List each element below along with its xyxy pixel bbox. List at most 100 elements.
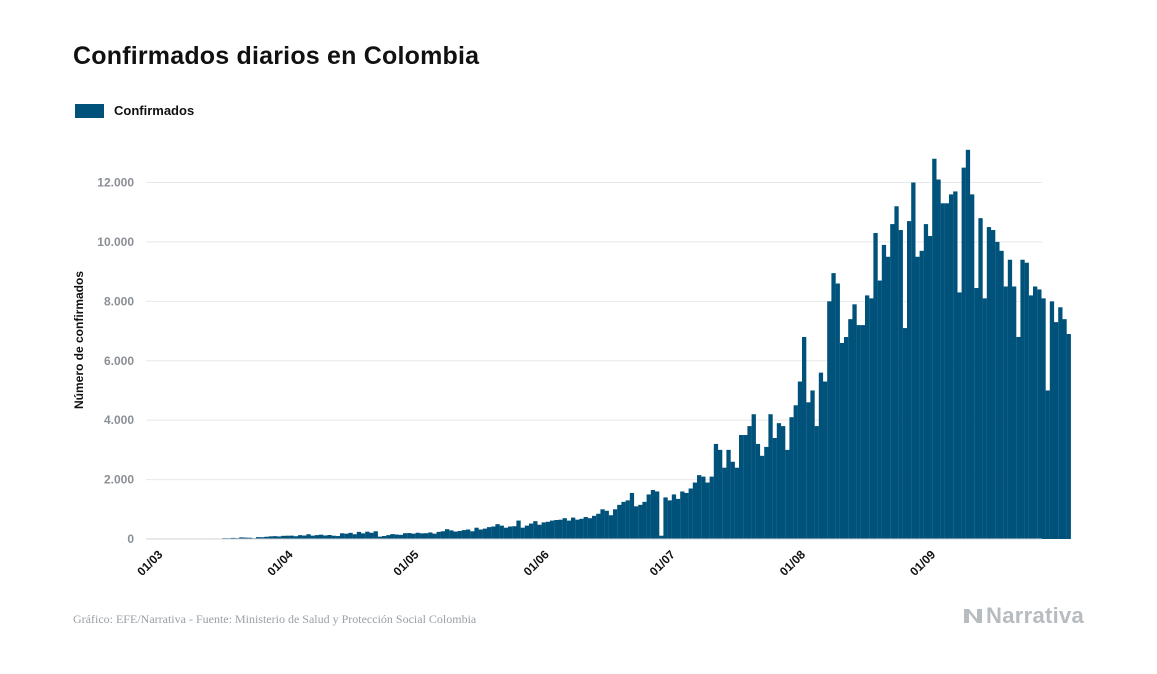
bar bbox=[747, 426, 752, 539]
bar bbox=[667, 500, 672, 539]
bar bbox=[356, 531, 362, 539]
y-tick-label: 8.000 bbox=[104, 294, 134, 308]
bar bbox=[1028, 295, 1034, 539]
bar bbox=[835, 283, 840, 539]
bar bbox=[978, 218, 983, 539]
bar bbox=[516, 520, 521, 539]
bar bbox=[944, 203, 950, 540]
bar bbox=[709, 476, 714, 539]
bar bbox=[970, 194, 975, 539]
bar bbox=[268, 536, 273, 539]
bar bbox=[751, 414, 756, 539]
bar bbox=[818, 372, 824, 539]
bar bbox=[957, 292, 962, 539]
bar bbox=[684, 492, 689, 539]
y-tick-label: 0 bbox=[127, 532, 134, 546]
bar bbox=[277, 536, 282, 539]
bar bbox=[512, 526, 517, 539]
bar bbox=[440, 531, 446, 539]
bar bbox=[373, 531, 378, 539]
bar bbox=[768, 414, 773, 539]
bar bbox=[646, 494, 651, 539]
bar bbox=[256, 537, 261, 539]
bar bbox=[755, 443, 761, 539]
bar bbox=[583, 517, 588, 539]
bar bbox=[243, 537, 248, 539]
bar bbox=[928, 235, 933, 540]
bar bbox=[424, 533, 429, 539]
bar bbox=[785, 449, 790, 539]
bar bbox=[587, 518, 593, 539]
bar bbox=[844, 336, 849, 539]
bar bbox=[1003, 286, 1008, 539]
bar bbox=[781, 426, 786, 539]
bar bbox=[688, 488, 693, 539]
bar bbox=[310, 535, 315, 539]
bar bbox=[403, 533, 408, 539]
bar bbox=[743, 435, 748, 539]
bar bbox=[453, 531, 458, 539]
bar bbox=[680, 491, 685, 539]
bar bbox=[718, 449, 723, 539]
bar bbox=[432, 533, 437, 539]
bar bbox=[579, 518, 584, 539]
x-tick-label: 01/08 bbox=[777, 547, 808, 578]
bar bbox=[697, 475, 702, 539]
bar bbox=[827, 301, 832, 539]
source-footer: Gráfico: EFE/Narrativa - Fuente: Ministe… bbox=[73, 612, 477, 626]
bar bbox=[902, 328, 908, 539]
bar bbox=[726, 449, 731, 539]
bar bbox=[865, 295, 870, 539]
bar bbox=[613, 509, 618, 539]
bar bbox=[873, 233, 878, 539]
bar bbox=[676, 498, 681, 539]
bar bbox=[810, 390, 815, 539]
x-tick-label: 01/05 bbox=[391, 547, 422, 578]
bar bbox=[839, 342, 845, 539]
bar bbox=[953, 191, 958, 540]
legend-label: Confirmados bbox=[114, 103, 195, 118]
bar bbox=[524, 525, 530, 539]
x-tick-label: 01/04 bbox=[265, 547, 296, 578]
bar bbox=[600, 509, 605, 539]
bar bbox=[982, 298, 987, 539]
bar bbox=[306, 534, 311, 539]
bar bbox=[974, 287, 979, 539]
bar bbox=[814, 426, 819, 539]
bar bbox=[806, 402, 811, 539]
chart-title: Confirmados diarios en Colombia bbox=[73, 42, 480, 70]
bar bbox=[986, 227, 992, 539]
bar bbox=[760, 455, 765, 539]
bar bbox=[499, 525, 504, 539]
bar bbox=[503, 527, 509, 539]
bar bbox=[298, 535, 303, 539]
bar bbox=[239, 537, 244, 539]
bar bbox=[789, 417, 794, 539]
bar bbox=[608, 515, 614, 539]
y-tick-label: 12.000 bbox=[97, 176, 134, 190]
bar bbox=[923, 224, 929, 539]
brand-logo: Narrativa bbox=[962, 603, 1084, 629]
bar bbox=[940, 203, 945, 540]
x-axis-ticks: 01/03 01/04 01/05 01/06 01/07 01/08 01/09 bbox=[134, 547, 938, 578]
y-tick-label: 2.000 bbox=[104, 473, 134, 487]
bar bbox=[293, 536, 299, 539]
bar bbox=[991, 230, 996, 540]
bar bbox=[533, 521, 538, 539]
bar bbox=[1041, 298, 1046, 539]
bar bbox=[634, 506, 639, 539]
bar bbox=[398, 534, 404, 539]
bar bbox=[541, 522, 546, 539]
y-tick-label: 6.000 bbox=[104, 354, 134, 368]
bar bbox=[520, 527, 525, 539]
bar bbox=[898, 230, 903, 540]
bar bbox=[323, 535, 328, 539]
bar bbox=[1054, 322, 1059, 539]
bar bbox=[390, 534, 395, 539]
bar bbox=[457, 530, 462, 539]
bar bbox=[365, 531, 370, 539]
bar bbox=[428, 532, 433, 539]
bar bbox=[663, 497, 668, 539]
bar bbox=[361, 533, 366, 539]
bar bbox=[407, 533, 412, 539]
